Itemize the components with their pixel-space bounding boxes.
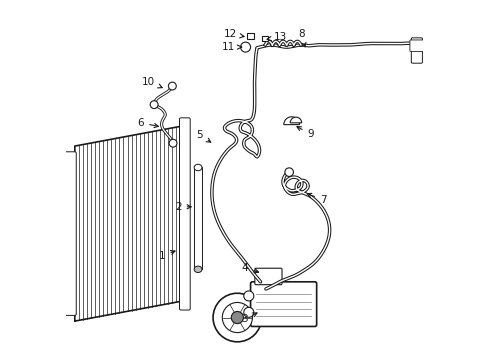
Bar (194, 167, 201, 269)
Circle shape (169, 139, 177, 147)
Bar (247, 33, 253, 39)
Text: 6: 6 (137, 118, 158, 128)
Text: 4: 4 (242, 262, 258, 273)
Circle shape (240, 42, 250, 52)
Ellipse shape (194, 266, 202, 273)
FancyBboxPatch shape (63, 152, 76, 315)
FancyBboxPatch shape (250, 282, 316, 327)
Text: 2: 2 (175, 202, 191, 212)
Bar (261, 36, 267, 41)
Text: 7: 7 (306, 193, 325, 204)
Circle shape (168, 82, 176, 90)
Text: 12: 12 (223, 29, 244, 39)
Ellipse shape (194, 164, 202, 171)
Circle shape (244, 291, 253, 301)
Text: 8: 8 (298, 28, 305, 47)
FancyBboxPatch shape (410, 38, 422, 63)
Text: 11: 11 (222, 42, 241, 52)
FancyBboxPatch shape (179, 118, 190, 310)
Circle shape (231, 311, 243, 324)
Circle shape (222, 302, 252, 333)
Wedge shape (283, 117, 299, 125)
Circle shape (285, 168, 293, 176)
Circle shape (213, 293, 261, 342)
Wedge shape (290, 117, 301, 123)
Text: 3: 3 (241, 313, 257, 324)
Circle shape (244, 307, 253, 318)
Text: 10: 10 (142, 77, 162, 88)
Circle shape (150, 101, 158, 109)
Bar (58, 291, 65, 300)
Text: 9: 9 (296, 127, 313, 139)
Bar (58, 212, 65, 221)
FancyBboxPatch shape (409, 40, 423, 51)
FancyBboxPatch shape (254, 268, 282, 285)
Text: 13: 13 (266, 32, 286, 42)
Text: 1: 1 (159, 251, 175, 261)
Text: 5: 5 (196, 130, 210, 142)
